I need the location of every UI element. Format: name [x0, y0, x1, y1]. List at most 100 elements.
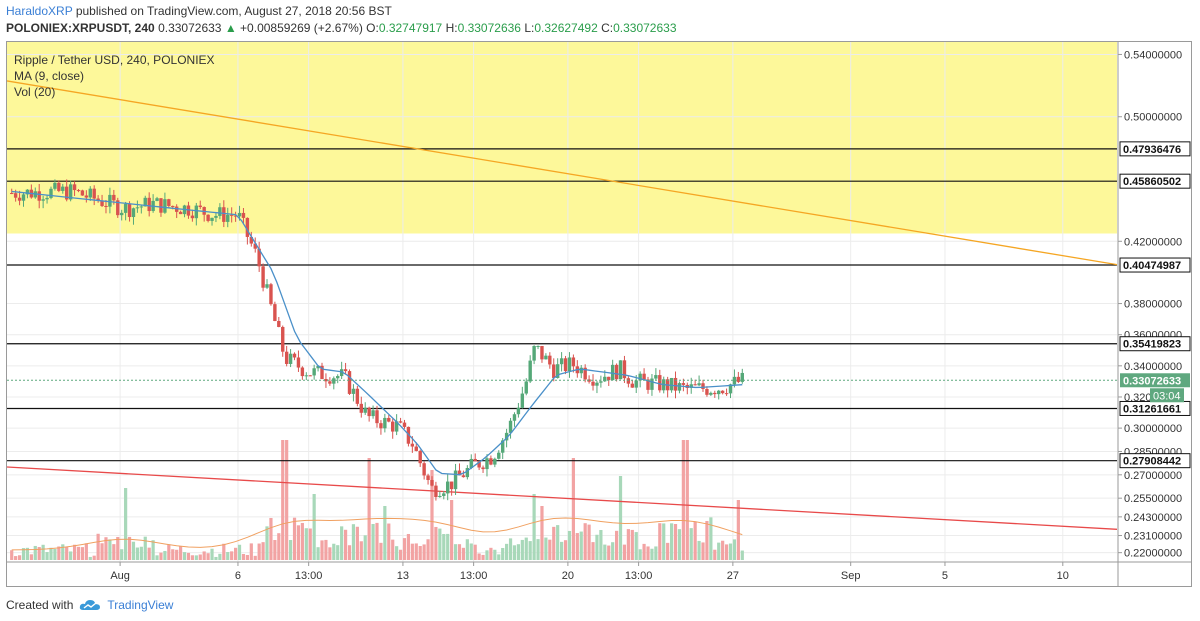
- candle-body: [650, 378, 654, 390]
- volume-bar: [57, 546, 61, 560]
- legend-volume[interactable]: Vol (20): [14, 85, 56, 99]
- volume-bar: [622, 544, 627, 560]
- candle-body: [112, 194, 116, 201]
- y-tick-label: 0.34000000: [1124, 361, 1182, 373]
- volume-bar: [182, 552, 187, 560]
- tradingview-link[interactable]: TradingView: [107, 598, 174, 612]
- legend-title: Ripple / Tether USD, 240, POLONIEX: [14, 53, 215, 67]
- open-label: O:: [366, 21, 379, 35]
- level-label: 0.35419823: [1123, 339, 1181, 351]
- volume-bar: [257, 543, 261, 560]
- x-tick-label: 20: [562, 570, 574, 582]
- volume-bar: [473, 544, 477, 560]
- x-tick-label: 6: [235, 570, 241, 582]
- candle-body: [214, 215, 218, 218]
- volume-bar: [418, 545, 422, 560]
- volume-bar: [391, 539, 395, 560]
- volume-bar: [131, 541, 136, 560]
- candle-body: [630, 383, 635, 388]
- candle-body: [147, 197, 151, 212]
- volume-bar: [469, 543, 473, 560]
- candle-body: [434, 485, 438, 497]
- candle-body: [265, 284, 269, 288]
- candle-body: [119, 212, 124, 216]
- candle-body: [693, 384, 697, 386]
- level-label-box: [1119, 336, 1191, 352]
- candle-body: [316, 365, 320, 369]
- candle-body: [477, 461, 481, 468]
- candle-body: [705, 388, 709, 395]
- volume-bar: [508, 538, 513, 560]
- x-tick-label: 13:00: [460, 570, 488, 582]
- candle-body: [198, 205, 202, 208]
- candle-body: [17, 197, 22, 201]
- candle-body: [681, 383, 686, 385]
- volume-bar: [512, 545, 517, 560]
- volume-bar: [595, 534, 599, 560]
- chart-header: HaraldoXRP published on TradingView.com,…: [0, 0, 1200, 38]
- high-value: 0.33072636: [457, 21, 521, 35]
- candle-body: [37, 191, 41, 201]
- volume-bar: [76, 546, 81, 560]
- volume-bar: [434, 526, 438, 560]
- candlestick-series: [10, 179, 744, 501]
- volume-bar: [179, 546, 183, 560]
- legend-ma[interactable]: MA (9, close): [14, 69, 85, 83]
- candle-body: [367, 407, 371, 417]
- volume-bar: [127, 536, 132, 560]
- volume-bar: [292, 517, 297, 560]
- candle-body: [398, 421, 403, 423]
- volume-bar: [61, 544, 65, 560]
- candle-body: [131, 208, 136, 218]
- candle-body: [206, 214, 210, 221]
- candle-body: [355, 388, 360, 404]
- volume-bar: [281, 440, 285, 560]
- volume-bar: [505, 543, 509, 560]
- candle-body: [167, 199, 171, 206]
- volume-bar: [285, 440, 289, 560]
- author-link[interactable]: HaraldoXRP: [6, 4, 73, 18]
- candle-body: [241, 212, 246, 218]
- volume-bar: [112, 544, 116, 560]
- candle-body: [736, 376, 741, 382]
- chart-frame: [6, 41, 1192, 587]
- volume-bar: [540, 506, 544, 560]
- candle-body: [540, 345, 544, 360]
- volume-bar: [367, 458, 371, 560]
- volume-bar: [206, 553, 210, 560]
- volume-bar: [548, 539, 552, 560]
- candle-body: [689, 384, 693, 388]
- volume-bar: [693, 521, 697, 560]
- candle-body: [469, 458, 473, 469]
- volume-bar: [198, 554, 202, 560]
- candle-body: [371, 410, 375, 417]
- last-price-label: 0.33072633: [1123, 375, 1181, 387]
- candle-body: [642, 373, 646, 380]
- candle-body: [489, 458, 493, 465]
- volume-bar: [230, 551, 234, 560]
- volume-bar: [740, 550, 744, 560]
- low-value: 0.32627492: [534, 21, 598, 35]
- volume-bar: [426, 539, 430, 560]
- close-value: 0.33072633: [613, 21, 677, 35]
- candle-body: [127, 204, 132, 218]
- candle-body: [155, 198, 159, 201]
- candle-body: [135, 207, 140, 209]
- volume-bar: [481, 554, 485, 560]
- volume-bar: [701, 542, 705, 560]
- volume-bar: [96, 533, 100, 560]
- volume-bar: [556, 525, 560, 560]
- volume-bar: [296, 525, 301, 560]
- level-label-box: [1119, 453, 1191, 469]
- candle-body: [336, 376, 340, 379]
- candle-body: [634, 380, 638, 388]
- level-label-box: [1119, 141, 1191, 157]
- volume-bar: [355, 526, 359, 560]
- candle-body: [724, 393, 729, 395]
- candle-body: [233, 215, 238, 217]
- candle-body: [123, 204, 128, 213]
- candle-body: [296, 357, 301, 368]
- candle-body: [61, 186, 65, 191]
- candle-body: [618, 360, 623, 380]
